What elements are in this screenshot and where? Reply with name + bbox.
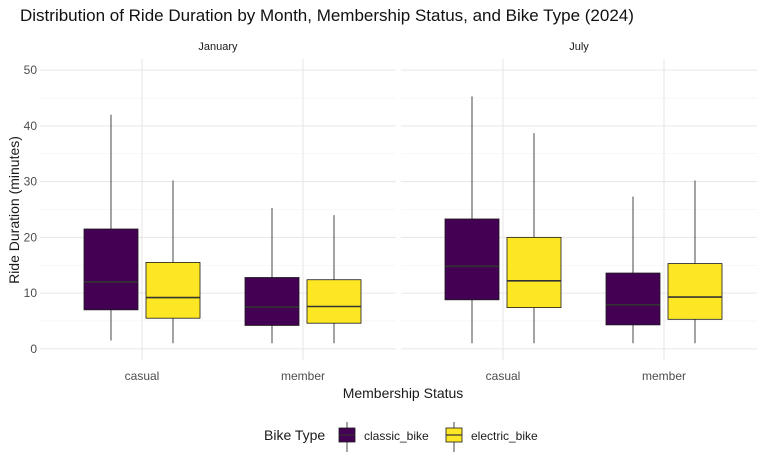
box-body [306,279,362,324]
box-classic_bike-casual [444,96,500,344]
box-electric_bike-casual [145,180,201,344]
facet-strip-label: July [569,41,589,53]
x-tick-label: member [642,369,686,383]
y-tick-label: 30 [24,175,38,189]
box-body [145,262,201,319]
y-tick-label: 20 [24,230,38,244]
box-body [605,272,661,326]
facet-panel-july: July casual member [401,41,757,383]
box-electric_bike-member [306,215,362,344]
box-classic_bike-member [605,196,661,344]
legend-item-classic_bike: classic_bike [338,422,429,452]
box-electric_bike-member [667,180,723,344]
box-classic_bike-member [244,207,300,344]
box-body [83,228,139,311]
box-body [244,277,300,326]
y-tick-label: 10 [24,286,38,300]
facet-panel-january: January casual member [40,41,396,383]
y-tick-label: 40 [24,119,38,133]
box-electric_bike-casual [506,133,562,344]
legend-label: classic_bike [364,429,429,443]
box-classic_bike-casual [83,114,139,341]
box-body [506,236,562,309]
legend-item-electric_bike: electric_bike [445,422,538,452]
y-axis-layer: 0 10 20 30 40 50 [24,63,38,356]
y-tick-label: 0 [30,342,37,356]
legend-label: electric_bike [471,429,538,443]
box-body [667,263,723,320]
panels-layer: January casual member July casual member [40,41,757,383]
y-axis-title: Ride Duration (minutes) [6,136,22,284]
legend-title: Bike Type [264,427,325,443]
facet-strip-label: January [198,41,238,53]
x-tick-label: casual [125,369,160,383]
box-body [444,218,500,301]
legend: Bike Type classic_bike electric_bike [264,422,538,452]
x-tick-label: casual [486,369,521,383]
chart-title: Distribution of Ride Duration by Month, … [20,6,634,25]
x-tick-label: member [281,369,325,383]
x-axis-title: Membership Status [343,385,464,401]
y-tick-label: 50 [24,63,38,77]
